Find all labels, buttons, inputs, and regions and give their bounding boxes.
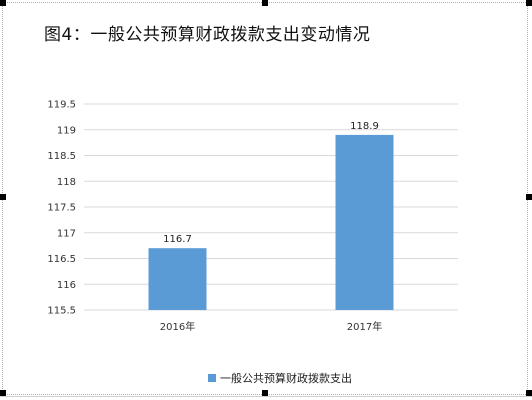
- y-tick-label: 118: [57, 177, 76, 188]
- data-label: 118.9: [350, 121, 379, 132]
- x-tick-label: 2017年: [347, 320, 382, 333]
- legend: 一般公共预算财政拨款支出: [208, 370, 352, 386]
- y-tick-label: 116: [57, 280, 76, 291]
- y-tick-label: 119.5: [47, 100, 76, 111]
- resize-handle-top-left[interactable]: [0, 0, 6, 6]
- resize-handle-bottom-right[interactable]: [526, 390, 532, 396]
- bar: [335, 134, 394, 310]
- legend-label: 一般公共预算财政拨款支出: [220, 372, 352, 385]
- y-tick-label: 117: [57, 228, 76, 239]
- resize-handle-middle-left[interactable]: [0, 194, 6, 200]
- y-tick-label: 117.5: [47, 203, 76, 214]
- x-axis-ticks: 2016年 2017年: [160, 320, 382, 333]
- resize-handle-bottom-center[interactable]: [262, 390, 268, 396]
- resize-handle-middle-right[interactable]: [526, 194, 532, 200]
- legend-swatch: [208, 374, 216, 382]
- data-labels: 116.7 118.9: [163, 121, 379, 245]
- bottom-rule: [0, 396, 532, 397]
- x-tick-label: 2016年: [160, 320, 195, 333]
- data-label: 116.7: [163, 234, 192, 245]
- bars: [148, 134, 394, 310]
- y-tick-label: 118.5: [47, 151, 76, 162]
- y-tick-label: 115.5: [47, 306, 76, 317]
- chart-title: 图4：一般公共预算财政拨款支出变动情况: [44, 25, 371, 45]
- y-tick-label: 119: [57, 125, 76, 136]
- bar: [148, 248, 207, 310]
- resize-handle-top-center[interactable]: [262, 0, 268, 6]
- gridlines: [84, 103, 458, 311]
- resize-handle-bottom-left[interactable]: [0, 390, 6, 396]
- y-axis-ticks: 115.5 116 116.5 117 117.5 118 118.5 119 119.5: [47, 100, 76, 317]
- resize-handle-top-right[interactable]: [526, 0, 532, 6]
- y-tick-label: 116.5: [47, 254, 76, 265]
